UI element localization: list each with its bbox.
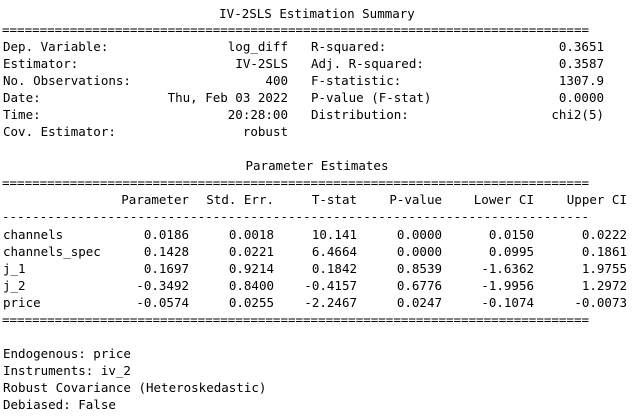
parameter-estimates-title: Parameter Estimates: [245, 158, 389, 173]
adj-r-squared-label: Adj. R-squared:: [311, 56, 424, 71]
dep-variable-value: log_diff: [227, 39, 288, 54]
double-rule-bottom: ========================================…: [2, 312, 589, 327]
double-rule-params-top: ========================================…: [2, 175, 589, 190]
summary-title: IV-2SLS Estimation Summary: [219, 6, 415, 21]
cell-t-stat: -2.2467: [304, 295, 357, 310]
cell-lower-ci: -1.9956: [481, 278, 534, 293]
cell-p-value: 0.6776: [396, 278, 442, 293]
date-label: Date:: [3, 90, 41, 105]
header-lower-ci: Lower CI: [473, 192, 534, 207]
r-squared-value: 0.3651: [558, 39, 604, 54]
cell-lower-ci: 0.0995: [488, 244, 534, 259]
header-t-stat: T-stat: [311, 192, 357, 207]
time-value: 20:28:00: [227, 107, 288, 122]
cov-estimator-value: robust: [242, 124, 288, 139]
double-rule-top: ========================================…: [2, 22, 589, 37]
cell-lower-ci: 0.0150: [488, 227, 534, 242]
r-squared-label: R-squared:: [311, 39, 387, 54]
cell-upper-ci: 0.0222: [581, 227, 627, 242]
p-value-f-label: P-value (F-stat): [311, 90, 432, 105]
cell-p-value: 0.0000: [396, 244, 442, 259]
p-value-f-value: 0.0000: [558, 90, 604, 105]
f-statistic-value: 1307.9: [558, 73, 604, 88]
debiased-note: Debiased: False: [3, 397, 116, 412]
cell-t-stat: 6.4664: [311, 244, 357, 259]
cell-upper-ci: -0.0073: [574, 295, 627, 310]
observations-value: 400: [265, 73, 288, 88]
row-name: price: [3, 295, 41, 310]
row-name: channels_spec: [3, 244, 101, 259]
adj-r-squared-value: 0.3587: [558, 56, 604, 71]
cell-parameter: 0.1697: [143, 261, 189, 276]
cell-std-err: 0.0255: [228, 295, 274, 310]
observations-label: No. Observations:: [3, 73, 131, 88]
cell-p-value: 0.0247: [396, 295, 442, 310]
cell-t-stat: 0.1842: [311, 261, 357, 276]
single-rule: ----------------------------------------…: [2, 209, 589, 224]
cell-std-err: 0.9214: [228, 261, 274, 276]
cell-parameter: 0.0186: [143, 227, 189, 242]
cell-parameter: 0.1428: [143, 244, 189, 259]
cell-parameter: -0.3492: [136, 278, 189, 293]
distribution-label: Distribution:: [311, 107, 409, 122]
cell-p-value: 0.0000: [396, 227, 442, 242]
cell-std-err: 0.8400: [228, 278, 274, 293]
cell-std-err: 0.0221: [228, 244, 274, 259]
estimator-label: Estimator:: [3, 56, 79, 71]
cell-std-err: 0.0018: [228, 227, 274, 242]
row-name: channels: [3, 227, 64, 242]
cov-estimator-label: Cov. Estimator:: [3, 124, 116, 139]
time-label: Time:: [3, 107, 41, 122]
cell-parameter: -0.0574: [136, 295, 189, 310]
cell-upper-ci: 1.9755: [581, 261, 627, 276]
cell-t-stat: 10.141: [311, 227, 357, 242]
robust-covariance-note: Robust Covariance (Heteroskedastic): [3, 380, 267, 395]
header-std-err: Std. Err.: [206, 192, 274, 207]
cell-lower-ci: -0.1074: [481, 295, 534, 310]
f-statistic-label: F-statistic:: [311, 73, 402, 88]
endogenous-note: Endogenous: price: [3, 346, 131, 361]
instruments-note: Instruments: iv_2: [3, 363, 131, 378]
cell-upper-ci: 0.1861: [581, 244, 627, 259]
cell-p-value: 0.8539: [396, 261, 442, 276]
estimator-value: IV-2SLS: [235, 56, 288, 71]
row-name: j_1: [3, 261, 26, 276]
row-name: j_2: [3, 278, 26, 293]
cell-lower-ci: -1.6362: [481, 261, 534, 276]
header-parameter: Parameter: [121, 192, 189, 207]
dep-variable-label: Dep. Variable:: [3, 39, 109, 54]
date-value: Thu, Feb 03 2022: [167, 90, 288, 105]
header-p-value: P-value: [389, 192, 442, 207]
header-upper-ci: Upper CI: [566, 192, 627, 207]
distribution-value: chi2(5): [551, 107, 604, 122]
cell-upper-ci: 1.2972: [581, 278, 627, 293]
cell-t-stat: -0.4157: [304, 278, 357, 293]
